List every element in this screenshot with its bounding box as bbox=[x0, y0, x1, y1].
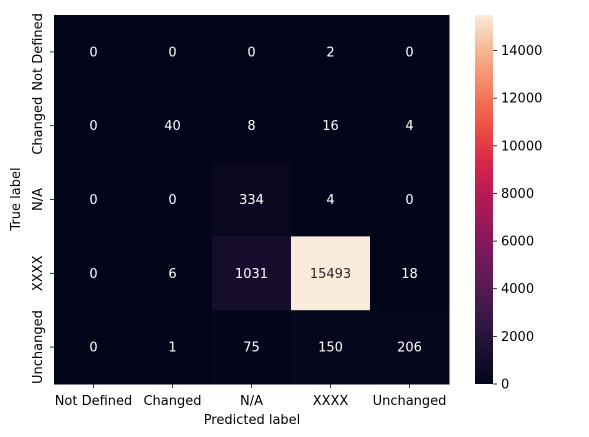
heatmap-cell bbox=[133, 88, 213, 164]
cell-value-label: 75 bbox=[243, 341, 260, 356]
cell-value-label: 0 bbox=[247, 45, 255, 60]
cell-value-label: 8 bbox=[247, 119, 255, 134]
colorbar-tick-label: 0 bbox=[501, 378, 509, 393]
x-tick-label-unchanged: Unchanged bbox=[373, 394, 447, 409]
colorbar-ticks: 0 2000 4000 6000 8000 10000 12000 14000 bbox=[493, 44, 542, 393]
cell-value-label: 40 bbox=[164, 119, 181, 134]
heatmap-cell bbox=[212, 310, 292, 385]
cell-value-label: 4 bbox=[405, 119, 413, 134]
heatmap-cell bbox=[370, 88, 450, 164]
heatmap-cell bbox=[291, 88, 371, 164]
heatmap-cell bbox=[370, 310, 450, 385]
heatmap-cell bbox=[133, 162, 213, 237]
x-tick-label-changed: Changed bbox=[143, 394, 201, 409]
colorbar-tick-label: 2000 bbox=[501, 330, 534, 345]
heatmap-cell bbox=[54, 15, 134, 90]
y-tick-label-n-a: N/A bbox=[31, 188, 46, 211]
cell-value-label: 15493 bbox=[310, 267, 351, 282]
cell-value-label: 1 bbox=[168, 341, 176, 356]
heatmap-cell bbox=[370, 15, 450, 90]
colorbar-tick-label: 14000 bbox=[501, 44, 542, 59]
heatmap-cell bbox=[212, 88, 292, 164]
heatmap-cell bbox=[133, 15, 213, 90]
x-tick-label-n-a: N/A bbox=[240, 394, 263, 409]
heatmap-cell bbox=[291, 236, 371, 311]
heatmap-cells bbox=[54, 15, 450, 385]
heatmap-cell bbox=[291, 162, 371, 237]
cell-value-label: 0 bbox=[89, 45, 97, 60]
cell-value-label: 0 bbox=[89, 341, 97, 356]
heatmap-cell bbox=[212, 236, 292, 311]
heatmap-cell bbox=[291, 310, 371, 385]
heatmap-cell bbox=[291, 15, 371, 90]
y-tick-label-not-defined: Not Defined bbox=[31, 13, 46, 91]
cell-value-label: 0 bbox=[89, 119, 97, 134]
heatmap-cell bbox=[54, 88, 134, 164]
cell-value-label: 18 bbox=[401, 267, 418, 282]
heatmap-cell bbox=[54, 310, 134, 385]
x-axis-label: Predicted label bbox=[204, 413, 301, 428]
colorbar-tick-label: 8000 bbox=[501, 187, 534, 202]
cell-value-label: 150 bbox=[318, 341, 343, 356]
colorbar: 0 2000 4000 6000 8000 10000 12000 14000 bbox=[475, 15, 542, 393]
y-axis-ticks: Not Defined Changed N/A XXXX Unchanged bbox=[31, 13, 54, 384]
cell-value-label: 334 bbox=[239, 193, 264, 208]
cell-value-label: 2 bbox=[326, 45, 334, 60]
colorbar-tick-label: 6000 bbox=[501, 235, 534, 250]
x-tick-label-xxxx: XXXX bbox=[313, 394, 349, 409]
cell-value-label: 4 bbox=[326, 193, 334, 208]
heatmap-cell bbox=[212, 162, 292, 237]
colorbar-tick-label: 10000 bbox=[501, 139, 542, 154]
x-tick-label-not-defined: Not Defined bbox=[55, 394, 133, 409]
cell-value-label: 6 bbox=[168, 267, 176, 282]
colorbar-tick-label: 12000 bbox=[501, 92, 542, 107]
cell-value-label: 206 bbox=[397, 341, 422, 356]
heatmap-cell bbox=[54, 236, 134, 311]
y-tick-label-changed: Changed bbox=[31, 97, 46, 155]
cell-value-label: 1031 bbox=[235, 267, 268, 282]
heatmap-cell bbox=[133, 236, 213, 311]
heatmap-cell bbox=[212, 15, 292, 90]
cell-value-label: 16 bbox=[322, 119, 339, 134]
colorbar-gradient bbox=[475, 15, 493, 384]
colorbar-tick-label: 4000 bbox=[501, 282, 534, 297]
cell-value-label: 0 bbox=[405, 193, 413, 208]
cell-value-label: 0 bbox=[168, 193, 176, 208]
cell-value-label: 0 bbox=[89, 267, 97, 282]
heatmap-cell bbox=[370, 236, 450, 311]
heatmap-cell bbox=[133, 310, 213, 385]
y-tick-label-xxxx: XXXX bbox=[31, 255, 46, 291]
y-axis-label: True label bbox=[9, 167, 24, 231]
cell-value-label: 0 bbox=[89, 193, 97, 208]
y-tick-label-unchanged: Unchanged bbox=[31, 310, 46, 384]
heatmap-cell-labels: 0 0 0 2 00 40 8 16 40 0 334 4 00 6 1031 15493 180 1 75 150 2… bbox=[89, 45, 422, 355]
cell-value-label: 0 bbox=[405, 45, 413, 60]
heatmap-cell bbox=[54, 162, 134, 237]
cell-value-label: 0 bbox=[168, 45, 176, 60]
heatmap-cell bbox=[370, 162, 450, 237]
x-axis-ticks: Not Defined Changed N/A XXXX Unchanged bbox=[55, 384, 447, 409]
